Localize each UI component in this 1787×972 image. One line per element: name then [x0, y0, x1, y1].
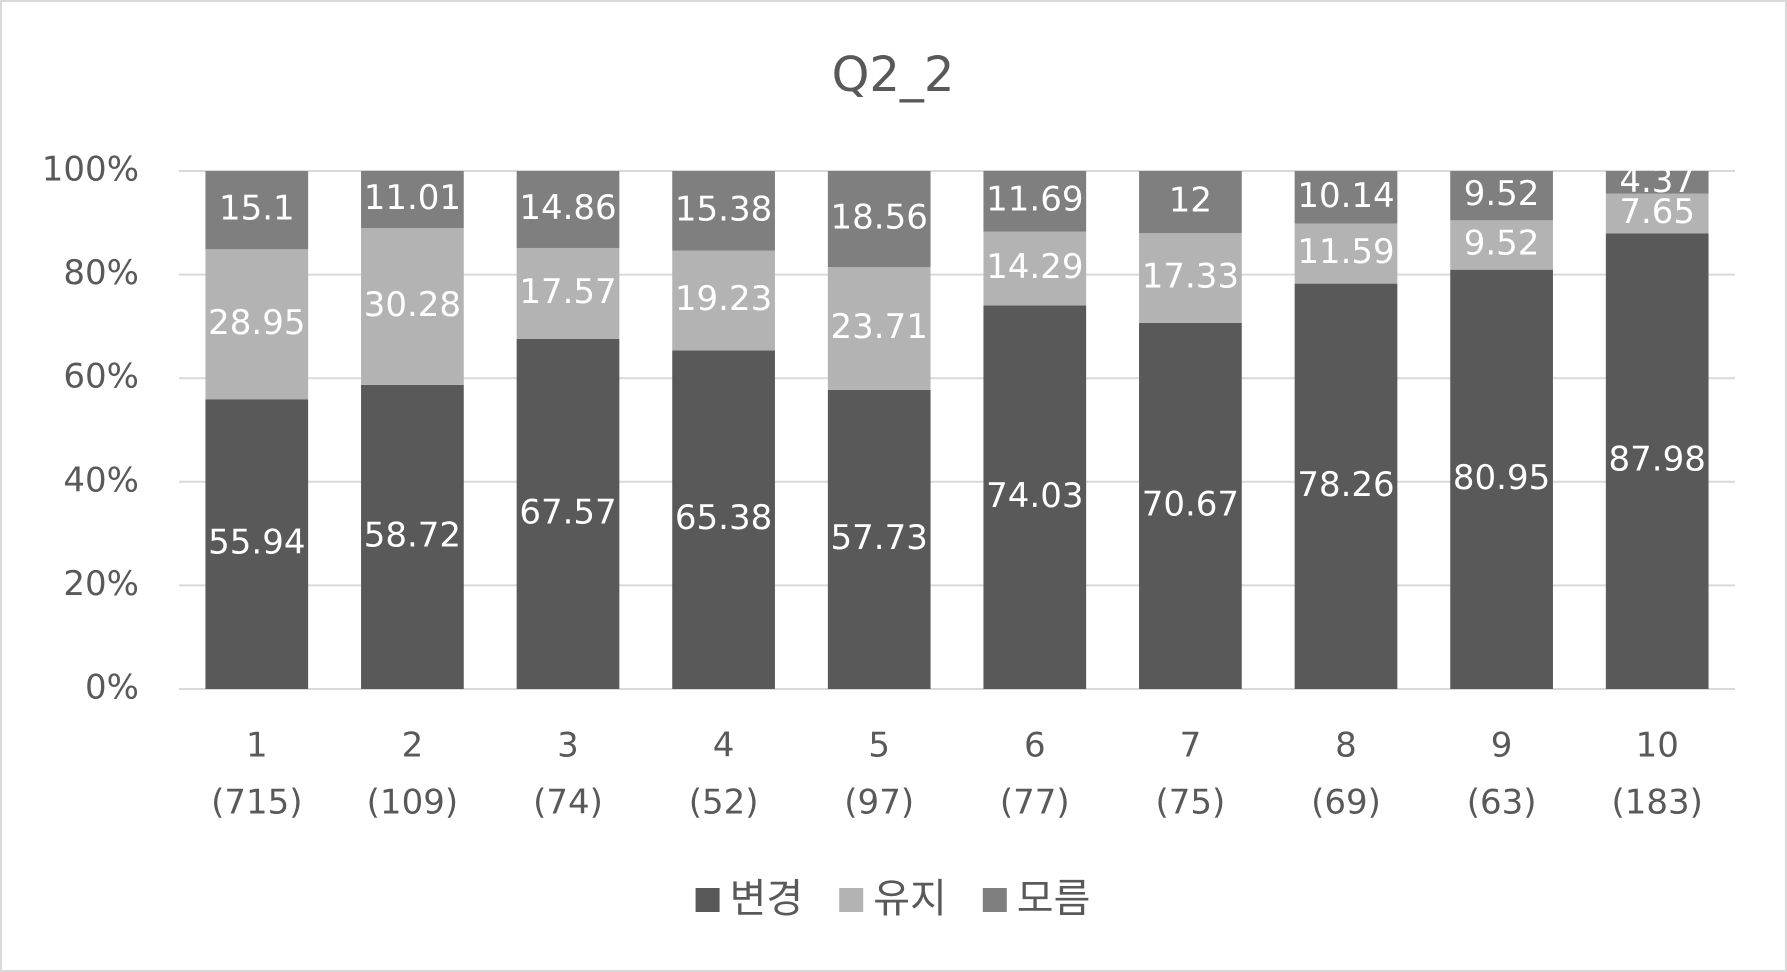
bar-segment: [1294, 283, 1398, 689]
data-label: 65.38: [675, 498, 772, 538]
chart-title: Q2_2: [832, 47, 955, 103]
x-tick-label: 1: [246, 726, 268, 766]
data-label: 55.94: [208, 523, 305, 563]
legend-label: 유지: [873, 876, 947, 922]
data-label: 14.29: [986, 247, 1083, 287]
x-tick-label: 8: [1335, 726, 1357, 766]
data-label: 28.95: [208, 303, 305, 343]
data-label: 14.86: [519, 188, 616, 228]
bar-segment: [1294, 223, 1398, 284]
legend-label: 모름: [1017, 876, 1091, 922]
bar-segment: [672, 250, 775, 351]
bar-segment: [1139, 322, 1242, 689]
data-label: 9.52: [1464, 174, 1540, 214]
x-tick-label: (183): [1611, 783, 1702, 823]
y-tick-label: 40%: [63, 460, 139, 500]
data-label: 17.57: [519, 272, 616, 312]
data-label: 15.38: [675, 189, 772, 229]
bar-segment: [205, 249, 309, 400]
y-tick-label: 60%: [63, 357, 139, 397]
x-tick-label: 9: [1491, 726, 1513, 766]
y-tick-label: 100%: [42, 150, 139, 190]
bar-segment: [361, 170, 464, 228]
data-label: 9.52: [1464, 224, 1540, 264]
x-tick-label: (69): [1311, 783, 1381, 823]
x-tick-label: (109): [367, 783, 458, 823]
bar-segment: [205, 399, 309, 689]
bar-segment: [1450, 220, 1553, 270]
bar-segment: [827, 171, 931, 268]
x-tick-label: (77): [1000, 783, 1070, 823]
legend-swatch: [695, 888, 720, 912]
bar-segment: [827, 389, 931, 689]
y-tick-label: 0%: [85, 668, 139, 708]
data-label: 7.65: [1619, 192, 1695, 232]
legend: 변경 유지 모름: [695, 876, 1091, 922]
bar-segment: [1139, 233, 1242, 323]
x-tick-label: (74): [533, 783, 603, 823]
data-label: 15.1: [219, 189, 295, 229]
data-label: 11.01: [364, 178, 461, 218]
bar-segment: [1139, 171, 1242, 234]
bar-segment: [1605, 171, 1709, 194]
data-label: 17.33: [1142, 257, 1239, 297]
bar-segment: [516, 171, 620, 248]
data-label: 74.03: [986, 476, 1083, 516]
bar-segment: [983, 305, 1087, 689]
data-label: 4.37: [1619, 161, 1695, 201]
bar-segment: [983, 231, 1087, 306]
data-label: 87.98: [1609, 440, 1706, 480]
x-tick-label: 4: [713, 726, 735, 766]
x-tick-label: (52): [689, 783, 759, 823]
y-tick-label: 80%: [63, 253, 139, 293]
bar-segment: [1605, 233, 1709, 689]
data-label: 11.59: [1297, 232, 1394, 272]
data-label: 58.72: [364, 515, 461, 555]
x-tick-label: (63): [1467, 783, 1537, 823]
data-label: 57.73: [831, 518, 928, 558]
x-tick-label: 5: [868, 726, 890, 766]
x-tick-label: 7: [1180, 726, 1202, 766]
x-tick-label: 6: [1024, 726, 1046, 766]
bar-segment: [205, 171, 309, 250]
data-label: 67.57: [519, 492, 616, 532]
data-label: 10.14: [1297, 176, 1394, 216]
data-label: 30.28: [364, 285, 461, 325]
bar-segment: [1450, 171, 1553, 221]
bar-segment: [827, 267, 931, 390]
bar-segment: [1450, 269, 1553, 689]
bar-segment: [516, 338, 620, 689]
data-label: 19.23: [675, 279, 772, 319]
legend-swatch: [839, 888, 864, 912]
x-tick-label: (715): [211, 783, 302, 823]
data-label: 12: [1169, 181, 1212, 221]
y-tick-label: 20%: [63, 564, 139, 604]
data-label: 80.95: [1453, 458, 1550, 498]
data-label: 11.69: [986, 180, 1083, 220]
bar-segment: [361, 227, 464, 385]
bar-segment: [516, 247, 620, 339]
x-tick-label: 3: [557, 726, 579, 766]
data-label: 78.26: [1297, 465, 1394, 505]
legend-label: 변경: [730, 876, 804, 922]
x-tick-label: (75): [1156, 783, 1226, 823]
bar-segment: [1605, 193, 1709, 234]
x-tick-label: 10: [1636, 726, 1679, 766]
bar-segment: [983, 170, 1087, 232]
bar-segment: [361, 384, 464, 689]
data-label: 18.56: [831, 198, 928, 238]
x-tick-label: (97): [844, 783, 914, 823]
bar-segment: [672, 171, 775, 251]
legend-swatch: [982, 888, 1007, 912]
bar-segment: [672, 350, 775, 689]
x-tick-label: 2: [402, 726, 424, 766]
data-label: 23.71: [831, 307, 928, 347]
data-label: 70.67: [1142, 484, 1239, 524]
bar-segment: [1294, 171, 1398, 224]
